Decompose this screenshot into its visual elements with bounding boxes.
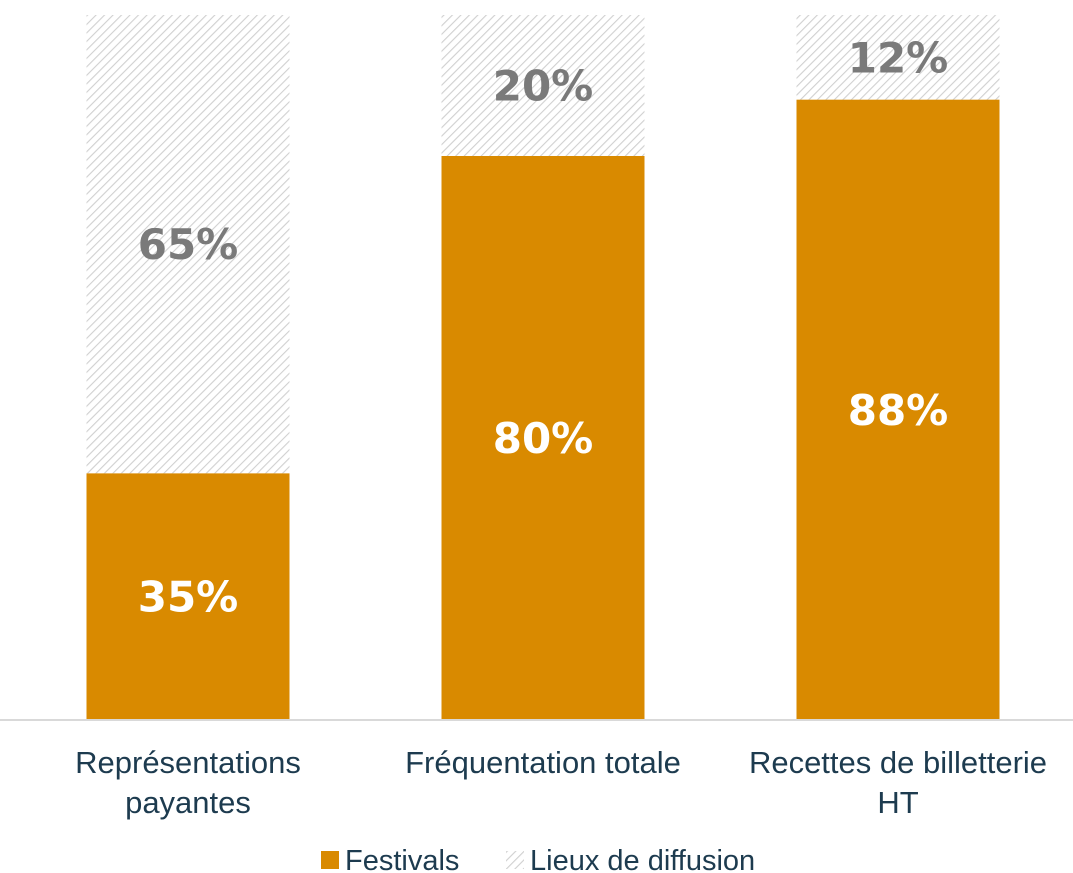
category-label-0-line-1: payantes	[125, 785, 251, 820]
legend-label-festivals: Festivals	[345, 845, 459, 873]
category-label-2-line-1: HT	[877, 785, 918, 820]
bar-lieux-de-diffusion-1	[441, 15, 645, 156]
data-label-lieux-de-diffusion-0: 65%	[138, 220, 239, 269]
bar-lieux-de-diffusion-2	[796, 15, 1000, 100]
legend-swatch-festivals	[321, 851, 339, 869]
legend-label-lieux-de-diffusion: Lieux de diffusion	[530, 845, 755, 873]
bar-festivals-2	[796, 99, 1000, 721]
bar-lieux-de-diffusion-0	[86, 15, 290, 474]
data-label-festivals-1: 80%	[493, 414, 594, 463]
legend: Festivals Lieux de diffusion	[321, 845, 755, 873]
data-label-festivals-0: 35%	[138, 573, 239, 622]
legend-swatch-lieux-de-diffusion	[506, 851, 524, 869]
bar-festivals-0	[86, 473, 290, 720]
data-label-festivals-2: 88%	[848, 386, 949, 435]
category-label-2-line-0: Recettes de billetterie	[749, 745, 1047, 780]
bars-group: 35% 65% 80% 20% 88% 12%	[86, 15, 1000, 721]
bar-festivals-1	[441, 156, 645, 720]
data-label-lieux-de-diffusion-1: 20%	[493, 62, 594, 111]
category-label-1-line-0: Fréquentation totale	[405, 745, 681, 780]
data-label-lieux-de-diffusion-2: 12%	[848, 33, 949, 82]
category-labels: Représentations payantes Fréquentation tot…	[75, 745, 1047, 820]
category-label-0-line-0: Représentations	[75, 745, 301, 780]
